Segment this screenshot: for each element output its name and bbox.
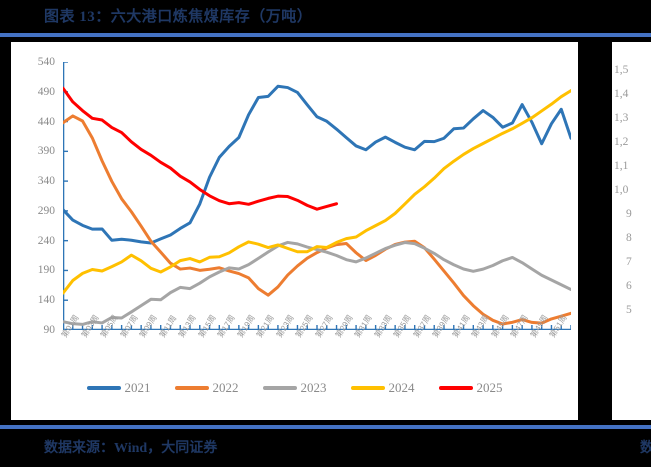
adjacent-y-tick-label: 9 <box>626 208 632 220</box>
legend-item-2024[interactable]: 2024 <box>350 380 415 396</box>
chart-legend: 2021 2022 2023 2024 2025 <box>11 376 578 400</box>
legend-swatch-icon <box>174 386 209 390</box>
adjacent-y-tick-label: 5 <box>626 304 632 316</box>
legend-label: 2021 <box>124 380 151 395</box>
legend-item-2023[interactable]: 2023 <box>262 380 327 396</box>
legend-swatch-icon <box>350 386 385 390</box>
divider-top <box>0 33 651 37</box>
title-band: 图表 13：六大港口炼焦煤库存（万吨） <box>0 0 651 33</box>
footer-band: 数据来源：Wind，大同证券 数 <box>0 429 651 467</box>
y-tick-label: 440 <box>37 115 55 128</box>
legend-swatch-icon <box>262 386 297 390</box>
adjacent-y-tick-label: 1,5 <box>614 64 629 76</box>
y-tick-label: 390 <box>37 145 55 158</box>
line-chart <box>63 62 571 330</box>
chart-panel: 90 140 190 240 290 340 390 440 490 540 第01周 第03周 第0… <box>11 42 578 420</box>
y-axis-labels: 90 140 190 240 290 340 390 440 490 540 <box>11 56 59 336</box>
legend-label: 2022 <box>212 380 239 395</box>
legend-item-2021[interactable]: 2021 <box>86 380 151 396</box>
adjacent-y-tick-label: 1,0 <box>614 184 629 196</box>
adjacent-y-tick-label: 1,4 <box>614 88 629 100</box>
adjacent-y-tick-label: 7 <box>626 256 632 268</box>
legend-item-2022[interactable]: 2022 <box>174 380 239 396</box>
legend-label: 2024 <box>388 380 415 395</box>
legend-item-2025[interactable]: 2025 <box>438 380 503 396</box>
legend-swatch-icon <box>86 386 121 390</box>
adjacent-y-axis-labels: 1,5 1,4 1,3 1,2 1,1 1,0 9 8 7 6 5 <box>612 62 651 330</box>
divider-bottom <box>0 425 651 429</box>
y-tick-label: 540 <box>37 56 55 68</box>
legend-swatch-icon <box>438 386 473 390</box>
page-title: 图表 13：六大港口炼焦煤库存（万吨） <box>44 9 313 25</box>
y-tick-label: 490 <box>37 85 55 98</box>
legend-label: 2023 <box>300 380 327 395</box>
y-tick-label: 340 <box>37 175 55 188</box>
y-tick-label: 140 <box>37 294 55 307</box>
y-tick-label: 190 <box>37 264 55 277</box>
adjacent-y-tick-label: 1,3 <box>614 112 629 124</box>
plot-area <box>63 62 571 330</box>
adjacent-y-tick-label: 8 <box>626 232 632 244</box>
adjacent-y-tick-label: 1,1 <box>614 160 629 172</box>
source-note: 数据来源：Wind，大同证券 <box>44 441 218 456</box>
adjacent-y-tick-label: 1,2 <box>614 136 629 148</box>
y-tick-label: 90 <box>43 324 56 336</box>
legend-label: 2025 <box>476 380 503 395</box>
y-tick-label: 240 <box>37 234 55 247</box>
adjacent-chart-panel: 1,5 1,4 1,3 1,2 1,1 1,0 9 8 7 6 5 <box>612 42 651 420</box>
source-note-adjacent: 数 <box>640 441 651 456</box>
adjacent-y-tick-label: 6 <box>626 280 632 292</box>
y-tick-label: 290 <box>37 204 55 217</box>
